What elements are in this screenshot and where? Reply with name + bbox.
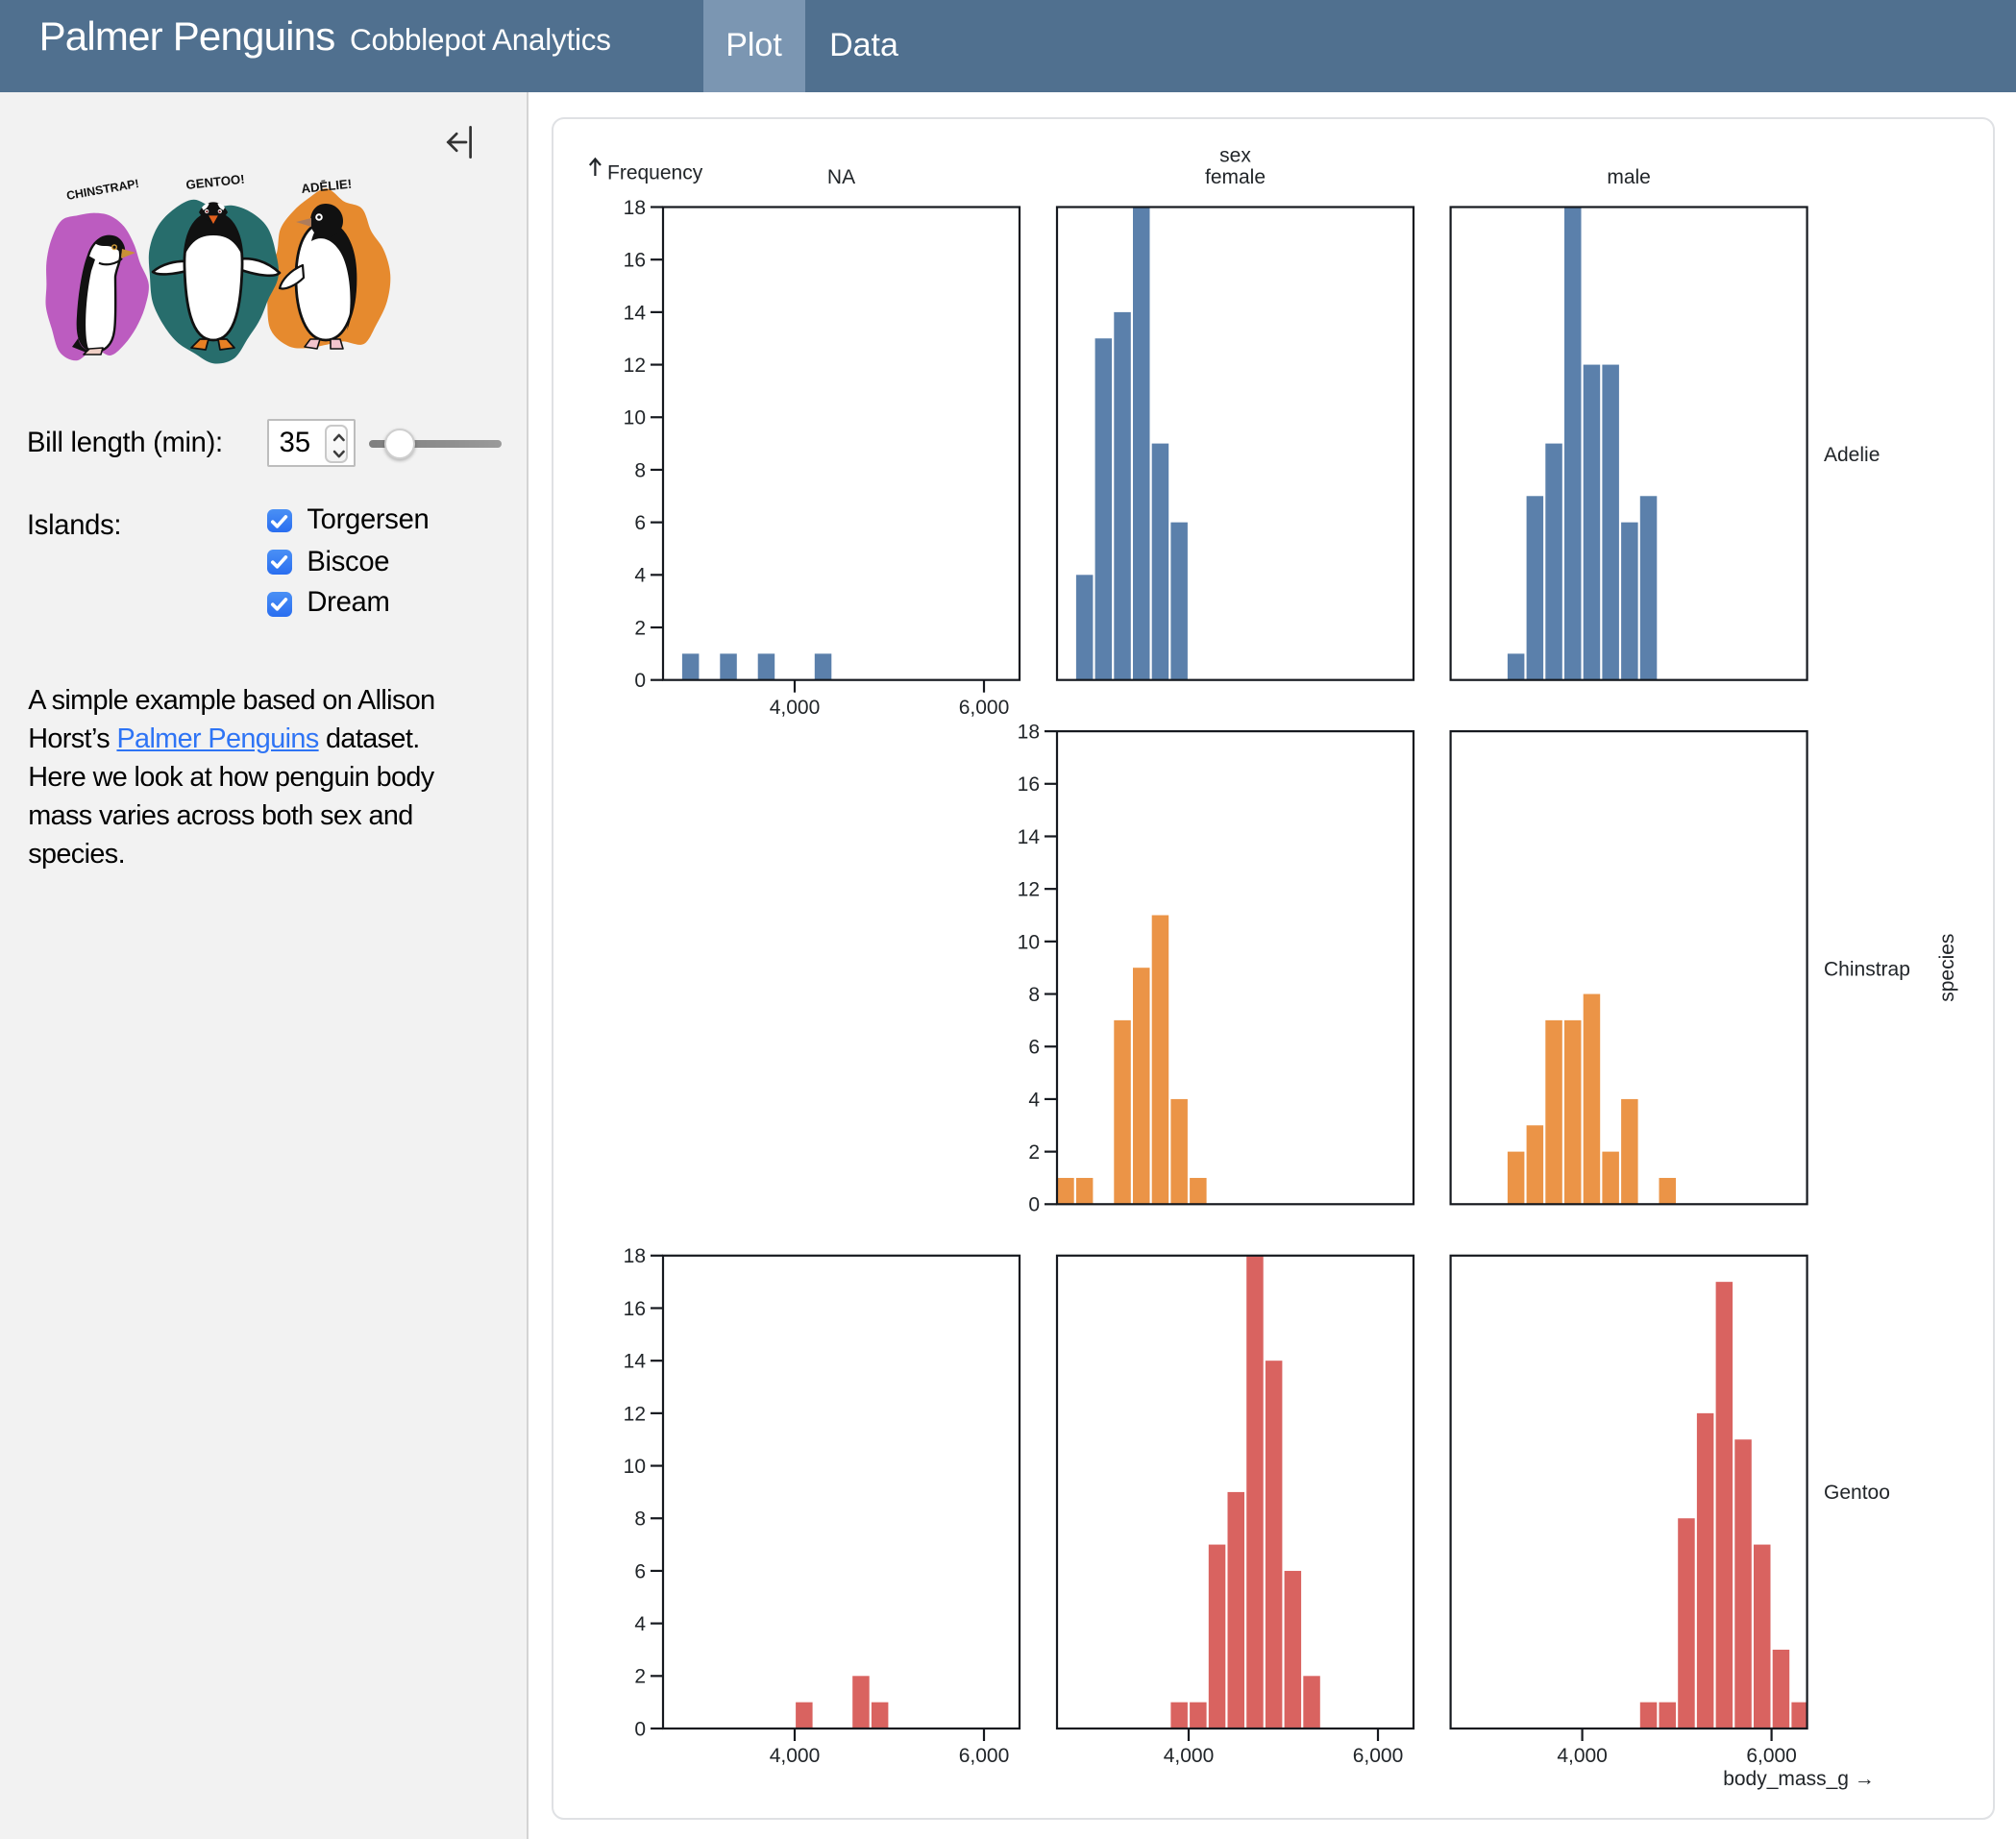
svg-text:4: 4 [1028,1089,1040,1111]
svg-text:Chinstrap: Chinstrap [1824,958,1910,980]
svg-text:10: 10 [624,1456,646,1478]
svg-text:male: male [1607,166,1651,188]
svg-text:Frequency: Frequency [607,161,703,184]
svg-text:body_mass_g →: body_mass_g → [1723,1768,1875,1790]
svg-text:0: 0 [1028,1194,1040,1216]
svg-text:Gentoo: Gentoo [1824,1482,1890,1504]
svg-text:12: 12 [624,1403,646,1425]
svg-text:16: 16 [1018,773,1040,796]
svg-text:6,000: 6,000 [959,697,1010,719]
svg-text:4,000: 4,000 [1164,1745,1215,1767]
svg-text:4: 4 [634,565,646,587]
svg-text:0: 0 [634,1718,646,1740]
svg-text:8: 8 [1028,984,1040,1006]
svg-text:female: female [1205,166,1266,188]
svg-text:NA: NA [827,166,855,188]
svg-text:4,000: 4,000 [1557,1745,1608,1767]
svg-text:14: 14 [624,1351,647,1373]
svg-text:18: 18 [624,1245,646,1267]
svg-text:6: 6 [634,512,646,534]
svg-text:14: 14 [1018,826,1041,848]
svg-text:12: 12 [624,355,646,377]
svg-text:16: 16 [624,1298,646,1320]
svg-text:Adelie: Adelie [1824,444,1880,466]
svg-text:16: 16 [624,250,646,272]
svg-text:10: 10 [1018,931,1040,953]
svg-text:4,000: 4,000 [770,697,821,719]
svg-text:14: 14 [624,302,647,324]
svg-text:0: 0 [634,670,646,692]
svg-text:18: 18 [1018,722,1040,744]
svg-text:8: 8 [634,1508,646,1531]
svg-text:sex: sex [1219,144,1251,166]
svg-text:12: 12 [1018,879,1040,901]
svg-text:4,000: 4,000 [770,1745,821,1767]
svg-text:4: 4 [634,1613,646,1635]
svg-text:ADĒLIE!: ADĒLIE! [300,177,352,196]
svg-text:18: 18 [624,197,646,219]
svg-text:6,000: 6,000 [1746,1745,1797,1767]
svg-text:2: 2 [634,1666,646,1688]
svg-text:8: 8 [634,459,646,481]
svg-text:species: species [1936,934,1958,1002]
svg-text:6,000: 6,000 [1353,1745,1404,1767]
svg-text:2: 2 [634,617,646,639]
svg-text:2: 2 [1028,1141,1040,1164]
svg-text:6: 6 [634,1560,646,1582]
svg-text:10: 10 [624,407,646,429]
svg-text:6,000: 6,000 [959,1745,1010,1767]
svg-text:6: 6 [1028,1037,1040,1059]
